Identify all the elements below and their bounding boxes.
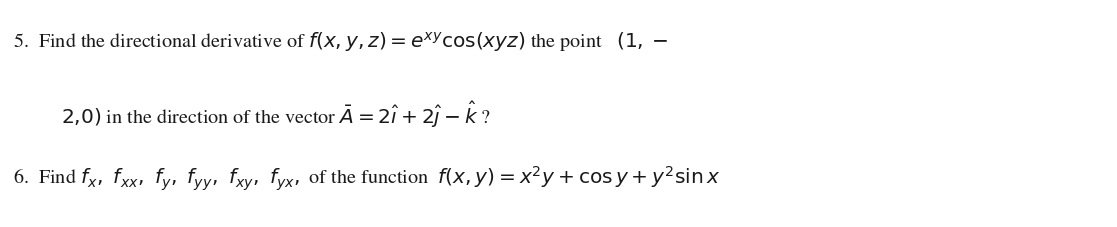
Text: $2{,}0)$ in the direction of the vector $\bar{A} = 2\hat{\imath} + 2\hat{\jmath}: $2{,}0)$ in the direction of the vector … xyxy=(61,100,491,130)
Text: 6.  Find $f_x,\ f_{xx},\ f_y,\ f_{yy},\ f_{xy},\ f_{yx},$ of the function  $f(x,: 6. Find $f_x,\ f_{xx},\ f_y,\ f_{yy},\ f… xyxy=(13,163,720,192)
Text: 5.  Find the directional derivative of $f(x, y, z) = e^{xy}\cos(xyz)$ the point : 5. Find the directional derivative of $f… xyxy=(13,30,668,53)
